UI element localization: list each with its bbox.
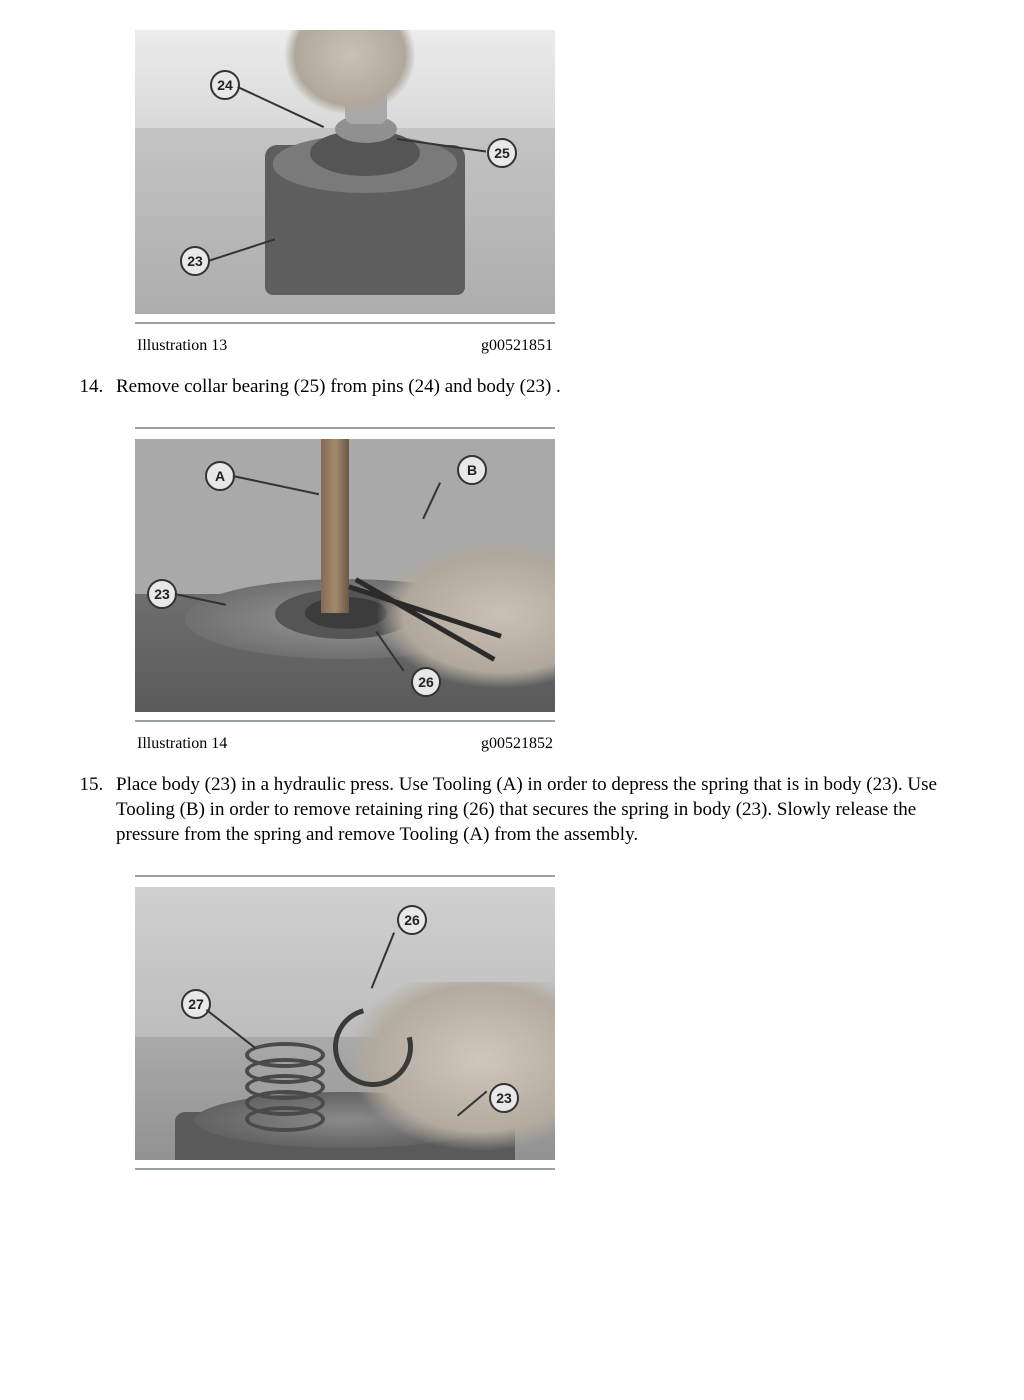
figure-15-image: 26 27 23 (135, 887, 555, 1160)
step-14-text: Remove collar bearing (25) from pins (24… (116, 376, 561, 397)
callout-23-label: 23 (187, 252, 203, 270)
step-list-15: Place body (23) in a hydraulic press. Us… (60, 773, 964, 847)
callout-B: B (457, 455, 487, 485)
figure-15-divider-bottom (135, 1168, 555, 1170)
step-15: Place body (23) in a hydraulic press. Us… (108, 773, 964, 847)
figure-14-caption-left: Illustration 14 (137, 734, 227, 755)
step-14: Remove collar bearing (25) from pins (24… (108, 375, 964, 400)
callout-A-label: A (215, 467, 225, 485)
callout-A: A (205, 461, 235, 491)
figure-14-divider-bottom (135, 720, 555, 722)
callout-23: 23 (180, 246, 210, 276)
callout-23c-label: 23 (496, 1089, 512, 1107)
figure-14-image: A B 23 26 (135, 439, 555, 712)
figure-14: A B 23 26 Illustration 14 g00521852 (135, 427, 555, 755)
figure-14-divider-top (135, 427, 555, 429)
callout-B-label: B (467, 461, 477, 479)
step-15-text: Place body (23) in a hydraulic press. Us… (116, 774, 937, 844)
figure-13-caption-right: g00521851 (481, 336, 553, 357)
callout-26-label: 26 (418, 673, 434, 691)
figure-14-caption: Illustration 14 g00521852 (135, 732, 555, 755)
figure-13-image: 24 25 23 (135, 30, 555, 314)
figure-15: 26 27 23 (135, 875, 555, 1170)
callout-24: 24 (210, 70, 240, 100)
step-list-14: Remove collar bearing (25) from pins (24… (60, 375, 964, 400)
callout-27-label: 27 (188, 995, 204, 1013)
figure-13-caption: Illustration 13 g00521851 (135, 334, 555, 357)
figure-15-divider-top (135, 875, 555, 877)
callout-26b-label: 26 (404, 911, 420, 929)
figure-13: 24 25 23 Illustration 13 g00521851 (135, 30, 555, 357)
figure-13-caption-left: Illustration 13 (137, 336, 227, 357)
callout-23b-label: 23 (154, 585, 170, 603)
callout-25-label: 25 (494, 144, 510, 162)
figure-14-caption-right: g00521852 (481, 734, 553, 755)
callout-25: 25 (487, 138, 517, 168)
figure-13-divider (135, 322, 555, 324)
callout-24-label: 24 (217, 76, 233, 94)
